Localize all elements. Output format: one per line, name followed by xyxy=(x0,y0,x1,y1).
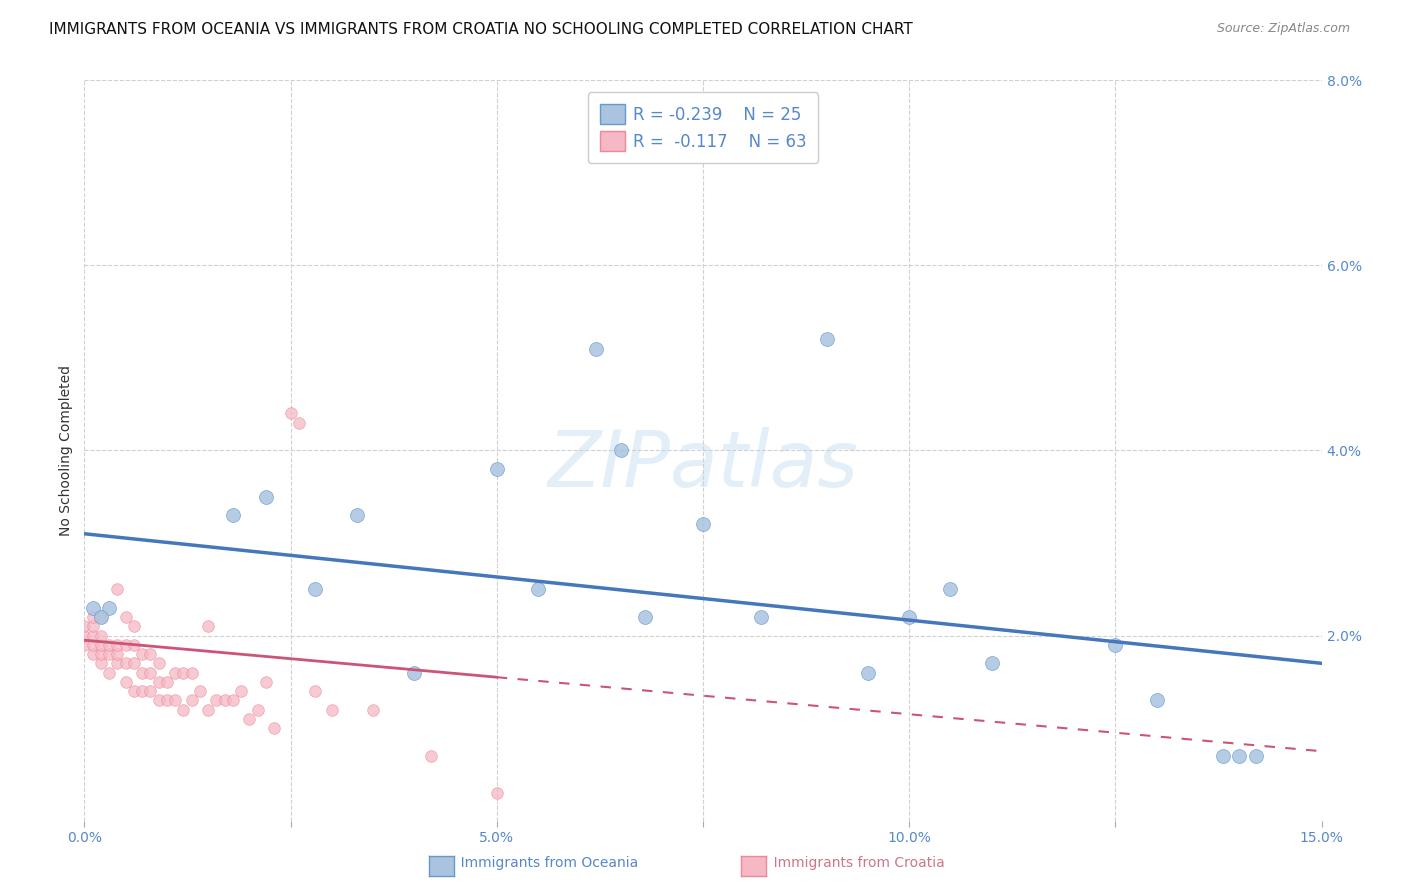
Point xyxy=(321,703,343,717)
Point xyxy=(585,342,607,356)
Point xyxy=(105,638,128,652)
Point xyxy=(749,610,772,624)
Text: ZIPatlas: ZIPatlas xyxy=(547,427,859,503)
Legend: R = -0.239    N = 25, R =  -0.117    N = 63: R = -0.239 N = 25, R = -0.117 N = 63 xyxy=(588,92,818,163)
Point xyxy=(361,703,384,717)
Point xyxy=(105,647,128,661)
Point xyxy=(131,665,153,680)
Point xyxy=(98,647,121,661)
Point xyxy=(114,610,136,624)
Text: IMMIGRANTS FROM OCEANIA VS IMMIGRANTS FROM CROATIA NO SCHOOLING COMPLETED CORREL: IMMIGRANTS FROM OCEANIA VS IMMIGRANTS FR… xyxy=(49,22,912,37)
Point xyxy=(82,628,104,642)
Point xyxy=(105,657,128,671)
Text: Immigrants from Croatia: Immigrants from Croatia xyxy=(742,855,945,870)
Point xyxy=(197,619,219,633)
Point xyxy=(148,674,170,689)
Point xyxy=(165,665,187,680)
Point xyxy=(980,657,1002,671)
Point xyxy=(180,693,202,707)
Point xyxy=(229,684,252,698)
Point xyxy=(485,786,508,800)
Point xyxy=(122,619,145,633)
Point xyxy=(205,693,228,707)
Point xyxy=(122,638,145,652)
Point xyxy=(263,721,285,735)
Point xyxy=(856,665,879,680)
Point xyxy=(304,582,326,597)
Point xyxy=(98,600,121,615)
Point xyxy=(73,628,96,642)
Point xyxy=(90,657,112,671)
Point xyxy=(188,684,211,698)
Point xyxy=(692,517,714,532)
Point xyxy=(156,674,179,689)
Point xyxy=(82,619,104,633)
Point xyxy=(346,508,368,523)
Point xyxy=(131,684,153,698)
Point xyxy=(1104,638,1126,652)
Point xyxy=(73,619,96,633)
Point xyxy=(304,684,326,698)
Point xyxy=(90,610,112,624)
Point xyxy=(172,665,194,680)
Point xyxy=(172,703,194,717)
Point xyxy=(1146,693,1168,707)
Point xyxy=(280,407,302,421)
Point xyxy=(156,693,179,707)
Point xyxy=(82,610,104,624)
Point xyxy=(114,638,136,652)
Point xyxy=(254,490,277,504)
Point xyxy=(73,638,96,652)
Point xyxy=(82,600,104,615)
Point xyxy=(139,665,162,680)
Point xyxy=(165,693,187,707)
Point xyxy=(197,703,219,717)
Point xyxy=(98,638,121,652)
Point xyxy=(114,674,136,689)
Text: Immigrants from Oceania: Immigrants from Oceania xyxy=(430,855,638,870)
Point xyxy=(404,665,426,680)
Point xyxy=(1244,748,1267,763)
Point xyxy=(82,647,104,661)
Point xyxy=(609,443,631,458)
Point xyxy=(148,693,170,707)
Point xyxy=(288,416,311,430)
Y-axis label: No Schooling Completed: No Schooling Completed xyxy=(59,365,73,536)
Point xyxy=(90,628,112,642)
Point xyxy=(527,582,550,597)
Point xyxy=(254,674,277,689)
Point xyxy=(105,582,128,597)
Point xyxy=(122,684,145,698)
Text: Source: ZipAtlas.com: Source: ZipAtlas.com xyxy=(1216,22,1350,36)
Point xyxy=(634,610,657,624)
Point xyxy=(1227,748,1250,763)
Point xyxy=(815,333,838,347)
Point xyxy=(485,462,508,476)
Point xyxy=(139,684,162,698)
Point xyxy=(238,712,260,726)
Point xyxy=(222,693,245,707)
Point xyxy=(148,657,170,671)
Point xyxy=(246,703,269,717)
Point xyxy=(1212,748,1234,763)
Point xyxy=(122,657,145,671)
Point xyxy=(98,665,121,680)
Point xyxy=(90,638,112,652)
Point xyxy=(131,647,153,661)
Point xyxy=(114,657,136,671)
Point xyxy=(90,647,112,661)
Point xyxy=(180,665,202,680)
Point xyxy=(898,610,921,624)
Point xyxy=(939,582,962,597)
Point xyxy=(82,638,104,652)
Point xyxy=(214,693,236,707)
Point xyxy=(139,647,162,661)
Point xyxy=(90,610,112,624)
Point xyxy=(419,748,441,763)
Point xyxy=(222,508,245,523)
